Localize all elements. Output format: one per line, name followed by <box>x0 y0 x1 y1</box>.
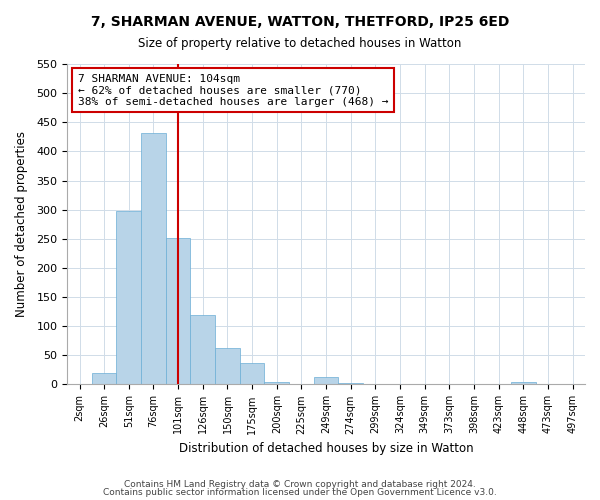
Bar <box>265 382 289 384</box>
Y-axis label: Number of detached properties: Number of detached properties <box>15 131 28 317</box>
Text: Size of property relative to detached houses in Watton: Size of property relative to detached ho… <box>139 38 461 51</box>
Bar <box>314 377 338 384</box>
Bar <box>141 132 166 384</box>
Bar <box>116 211 141 384</box>
Text: 7, SHARMAN AVENUE, WATTON, THETFORD, IP25 6ED: 7, SHARMAN AVENUE, WATTON, THETFORD, IP2… <box>91 15 509 29</box>
X-axis label: Distribution of detached houses by size in Watton: Distribution of detached houses by size … <box>179 442 473 455</box>
Bar <box>190 314 215 384</box>
Text: Contains HM Land Registry data © Crown copyright and database right 2024.: Contains HM Land Registry data © Crown c… <box>124 480 476 489</box>
Bar <box>240 364 265 384</box>
Bar <box>92 373 116 384</box>
Bar <box>511 382 536 384</box>
Text: Contains public sector information licensed under the Open Government Licence v3: Contains public sector information licen… <box>103 488 497 497</box>
Bar <box>215 348 240 385</box>
Text: 7 SHARMAN AVENUE: 104sqm
← 62% of detached houses are smaller (770)
38% of semi-: 7 SHARMAN AVENUE: 104sqm ← 62% of detach… <box>77 74 388 107</box>
Bar <box>166 238 190 384</box>
